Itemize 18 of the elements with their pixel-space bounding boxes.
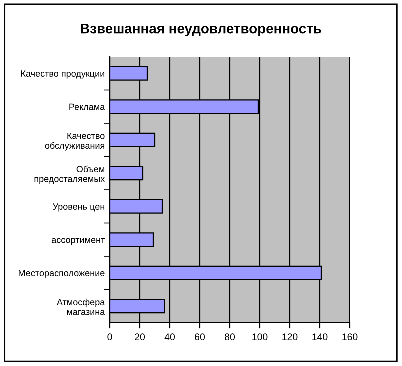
x-tick-label: 0 <box>108 334 112 341</box>
x-tick-label: 100 <box>252 334 268 341</box>
x-tick-label: 20 <box>135 334 146 341</box>
y-tick-label: Атмосфера магазина <box>56 298 106 316</box>
y-tick-label: Уровень цен <box>53 204 105 212</box>
y-tick-label: Месторасположение <box>19 270 105 278</box>
y-tick-label: Качество продукции <box>21 70 105 79</box>
y-tick-label: Объем предосталяемых <box>34 166 106 184</box>
y-tick-label: ассортимент <box>52 238 105 246</box>
x-tick-label: 80 <box>225 334 236 341</box>
chart-title: Взвешанная неудовлетворенность <box>81 24 322 36</box>
x-tick-label: 160 <box>342 334 358 341</box>
y-tick-label: Качество обслуживания <box>45 132 105 151</box>
x-tick-label: 120 <box>282 334 298 341</box>
x-tick-label: 40 <box>164 334 176 341</box>
x-tick-label: 60 <box>195 334 206 341</box>
x-tick-label: 140 <box>312 334 328 341</box>
y-tick-label: Реклама <box>70 104 106 110</box>
